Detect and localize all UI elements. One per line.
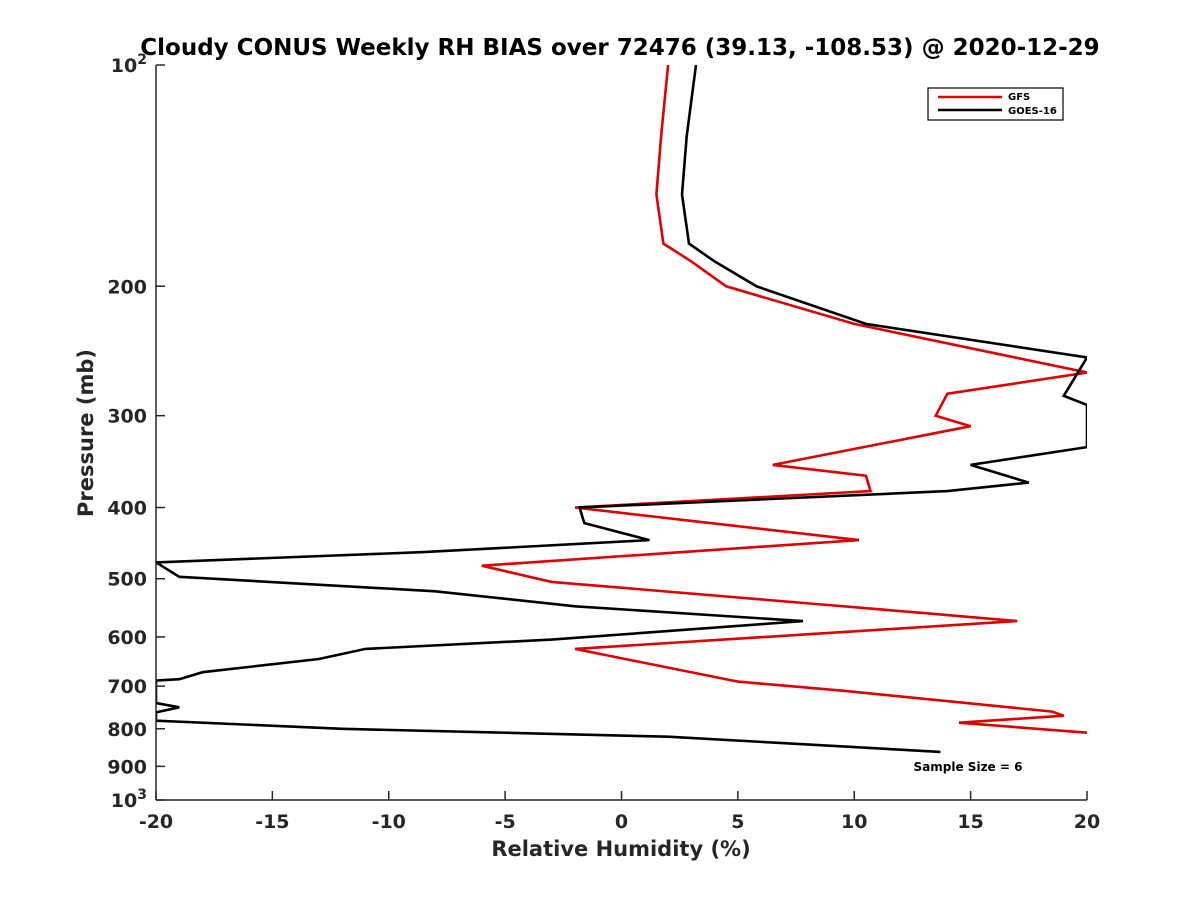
x-tick-label: 0 [615, 811, 628, 833]
x-tick-label: 15 [957, 811, 983, 833]
y-tick-label: 700 [107, 676, 147, 698]
x-tick-label: -10 [372, 811, 406, 833]
y-tick-label: 102 [111, 52, 147, 77]
sample-size-annotation: Sample Size = 6 [914, 760, 1023, 774]
y-tick-label: 600 [107, 627, 147, 649]
x-tick-label: 5 [731, 811, 744, 833]
series-line-goes16 [156, 65, 1087, 754]
x-tick-label: 10 [841, 811, 867, 833]
x-tick-label: 20 [1074, 811, 1100, 833]
x-tick-label: -20 [139, 811, 173, 833]
y-tick-label: 500 [107, 569, 147, 591]
y-tick-label: 300 [107, 406, 147, 428]
y-axis-label: Pressure (mb) [74, 349, 98, 517]
y-tick-label: 400 [107, 498, 147, 520]
x-tick-label: -15 [255, 811, 289, 833]
y-tick-label: 103 [111, 787, 147, 812]
x-axis-label: Relative Humidity (%) [491, 837, 750, 861]
chart-title: Cloudy CONUS Weekly RH BIAS over 72476 (… [140, 35, 1099, 61]
series-line-gfs [481, 65, 1087, 734]
legend-label-goes16: GOES-16 [1008, 106, 1057, 117]
plot-area [156, 65, 1087, 800]
plot-background [156, 65, 1087, 800]
legend-box [927, 87, 1064, 121]
legend-label-gfs: GFS [1008, 92, 1030, 103]
y-axis-ticks: 102 200 300 400 500 600 700 800 900 103 [107, 52, 165, 812]
y-tick-label: 200 [107, 276, 147, 298]
x-axis-ticks: -20 -15 -10 -5 0 5 10 15 20 [139, 791, 1100, 833]
x-tick-label: -5 [495, 811, 516, 833]
legend: GFS GOES-16 [927, 87, 1064, 121]
y-tick-label: 800 [107, 719, 147, 741]
y-tick-label: 900 [107, 756, 147, 778]
series-layer [156, 65, 1087, 754]
